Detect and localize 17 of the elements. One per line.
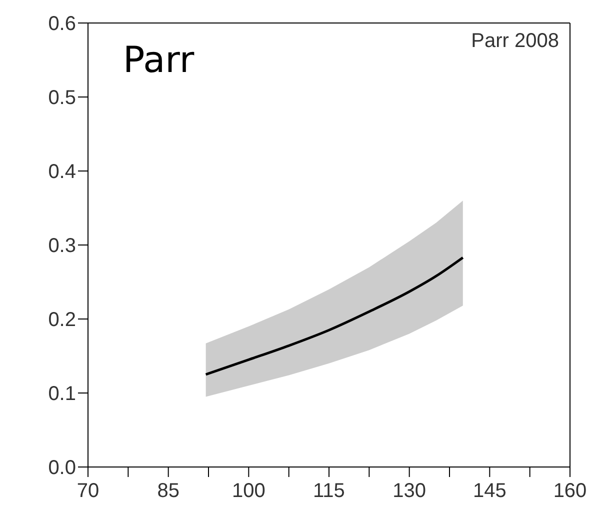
- x-tick-label: 115: [313, 480, 345, 502]
- y-tick-label: 0.5: [48, 87, 76, 110]
- x-tick-label: 70: [76, 480, 100, 502]
- x-tick-label: 145: [472, 480, 506, 502]
- x-tick-label: 85: [157, 480, 180, 502]
- y-tick-label: 0.1: [48, 383, 76, 406]
- x-tick-label: 160: [553, 480, 587, 502]
- y-tick-label: 0.0: [48, 457, 76, 480]
- y-tick-label: 0.6: [48, 13, 76, 36]
- line-series: [204, 256, 464, 376]
- y-tick-label: 0.3: [48, 235, 76, 258]
- y-tick-label: 0.2: [48, 309, 76, 332]
- annotation: Parr 2008: [471, 30, 559, 53]
- x-tick-label: 100: [232, 480, 266, 502]
- annotation: Parr: [123, 40, 194, 81]
- x-tick-label: 130: [392, 480, 426, 502]
- y-tick-label: 0.4: [48, 161, 76, 184]
